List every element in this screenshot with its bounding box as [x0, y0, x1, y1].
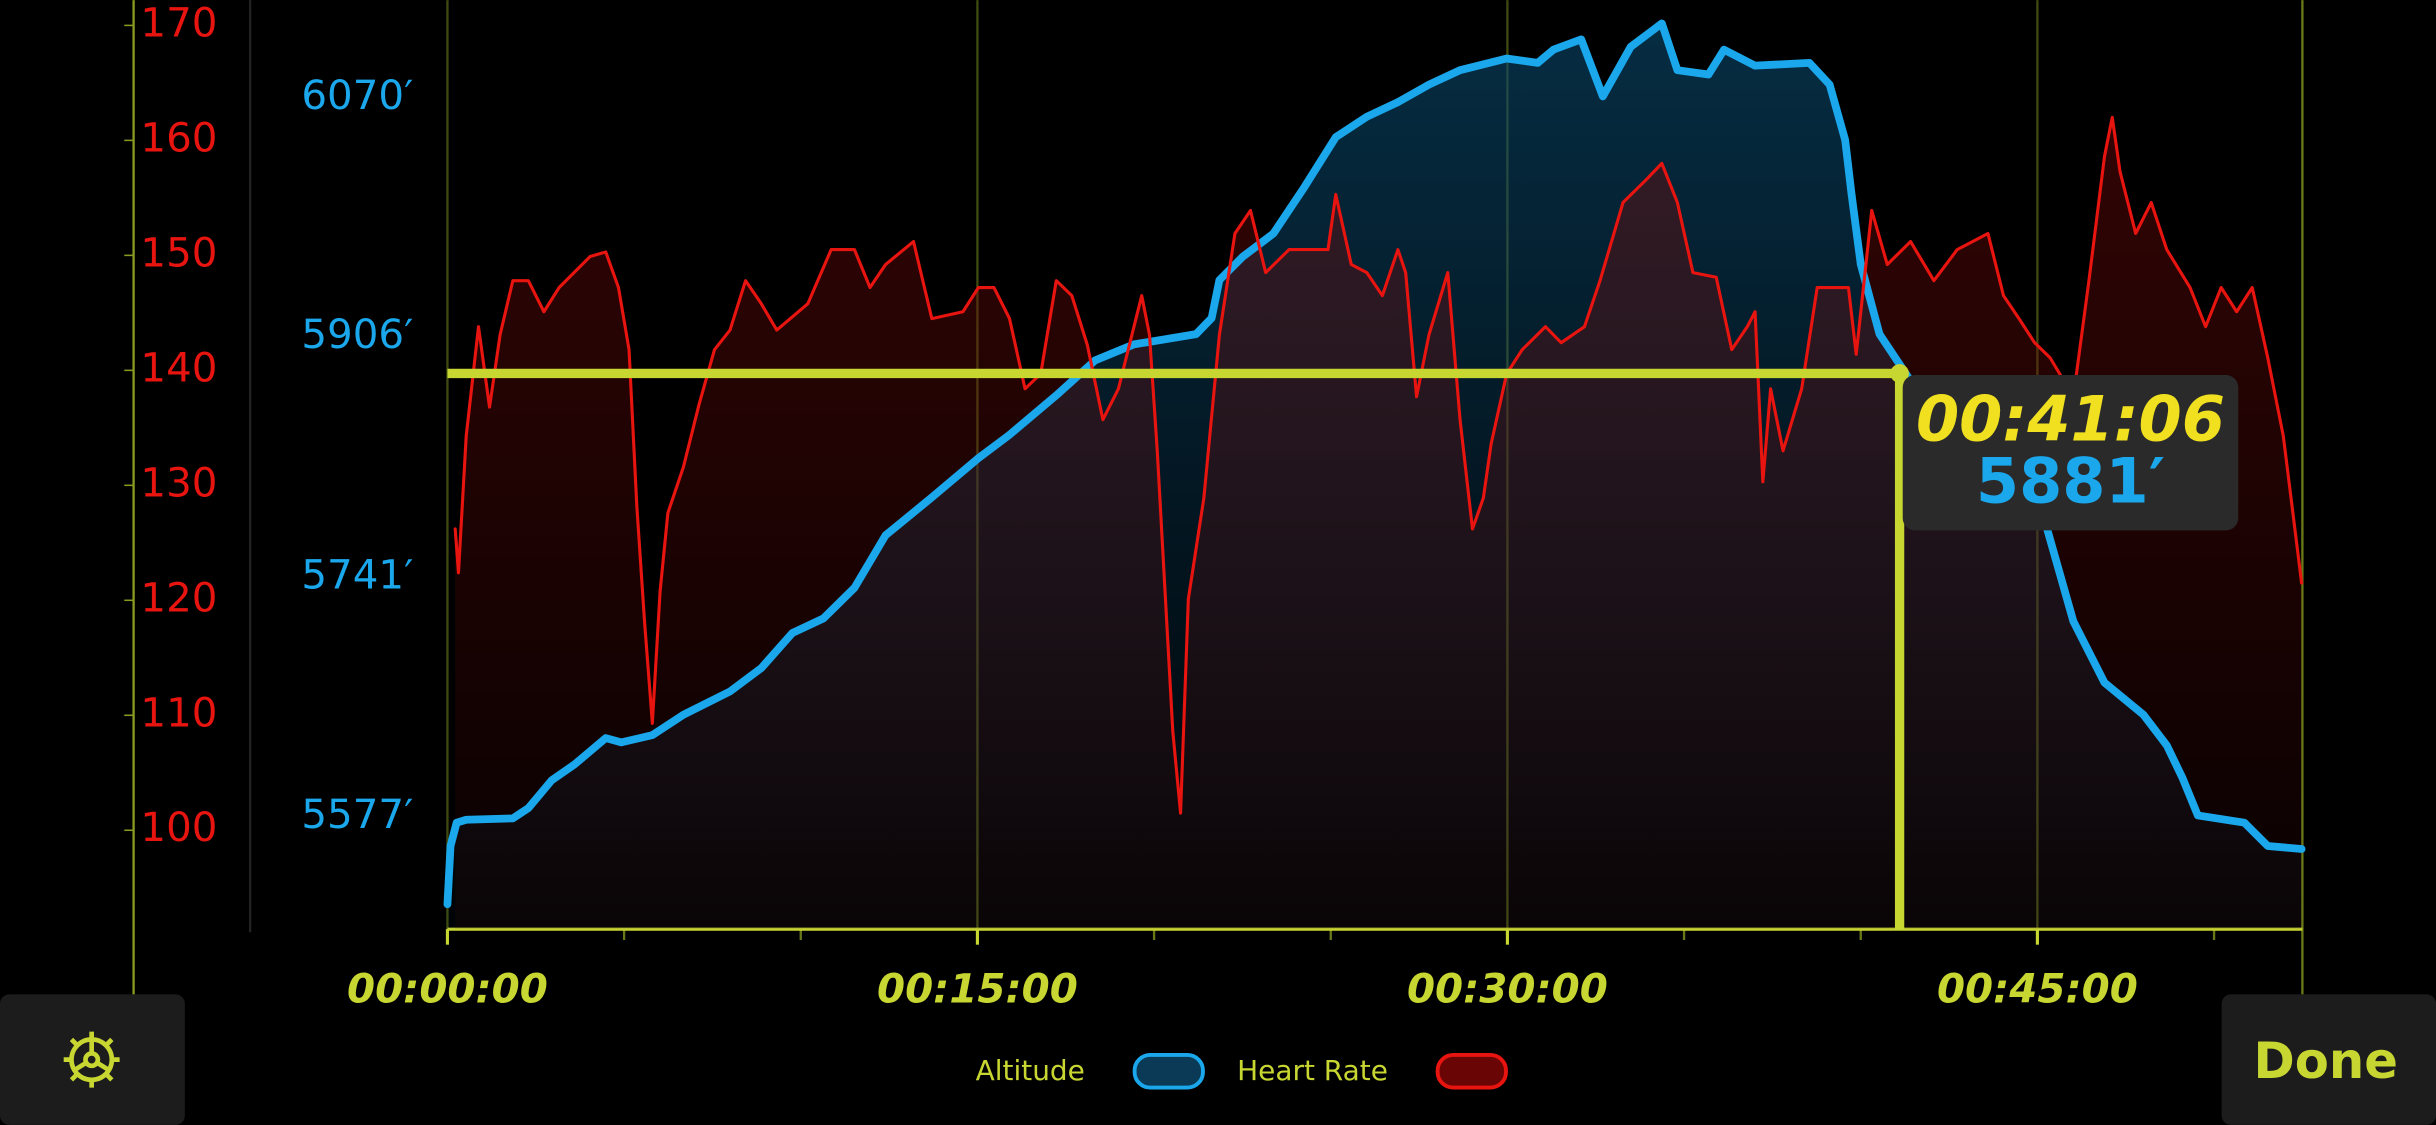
settings-button-bg[interactable] [0, 994, 185, 1125]
y-tick-label: 150 [140, 229, 217, 276]
tooltip [1902, 375, 2239, 531]
series-line [453, 115, 2304, 815]
series-area [455, 117, 2302, 930]
y2-tick-label: 5741′ [301, 552, 413, 599]
y-tick-label: 110 [140, 689, 217, 736]
done-button-bg[interactable] [2221, 994, 2436, 1125]
legend-swatch [1132, 1053, 1205, 1090]
cursor-dot [1890, 364, 1909, 383]
done-button[interactable]: Done [2221, 994, 2436, 1125]
legend-label: Heart Rate [1237, 1054, 1388, 1087]
y-tick-label: 120 [140, 574, 217, 621]
x-tick-label: 00:30:00 [1407, 965, 1608, 1012]
y2-tick-label: 6070′ [301, 72, 413, 119]
y2-tick-label: 5577′ [301, 791, 413, 838]
tooltip-altitude: 5881′ [1976, 444, 2165, 517]
x-tick-label: 00:15:00 [877, 965, 1078, 1012]
y-tick-label: 170 [140, 0, 217, 46]
legend-swatch [1435, 1053, 1508, 1090]
plot-area: 00:00:00 00:15:00 00:30:00 00:45:00 100 110 12… [124, 0, 2306, 1090]
y-tick-label: 140 [140, 344, 217, 391]
legend-label: Altitude [976, 1054, 1085, 1087]
y2-tick-label: 5906′ [301, 311, 413, 358]
x-tick-label: 00:00:00 [347, 965, 548, 1012]
x-tick-label: 00:45:00 [1937, 965, 2138, 1012]
settings-button[interactable] [0, 994, 185, 1125]
tooltip-time: 00:41:06 [1916, 382, 2225, 455]
done-label[interactable]: Done [2253, 1032, 2398, 1090]
y-tick-label: 100 [140, 804, 217, 851]
y-tick-label: 160 [140, 114, 217, 161]
y-tick-label: 130 [140, 459, 217, 506]
gear-icon[interactable] [63, 1031, 120, 1088]
